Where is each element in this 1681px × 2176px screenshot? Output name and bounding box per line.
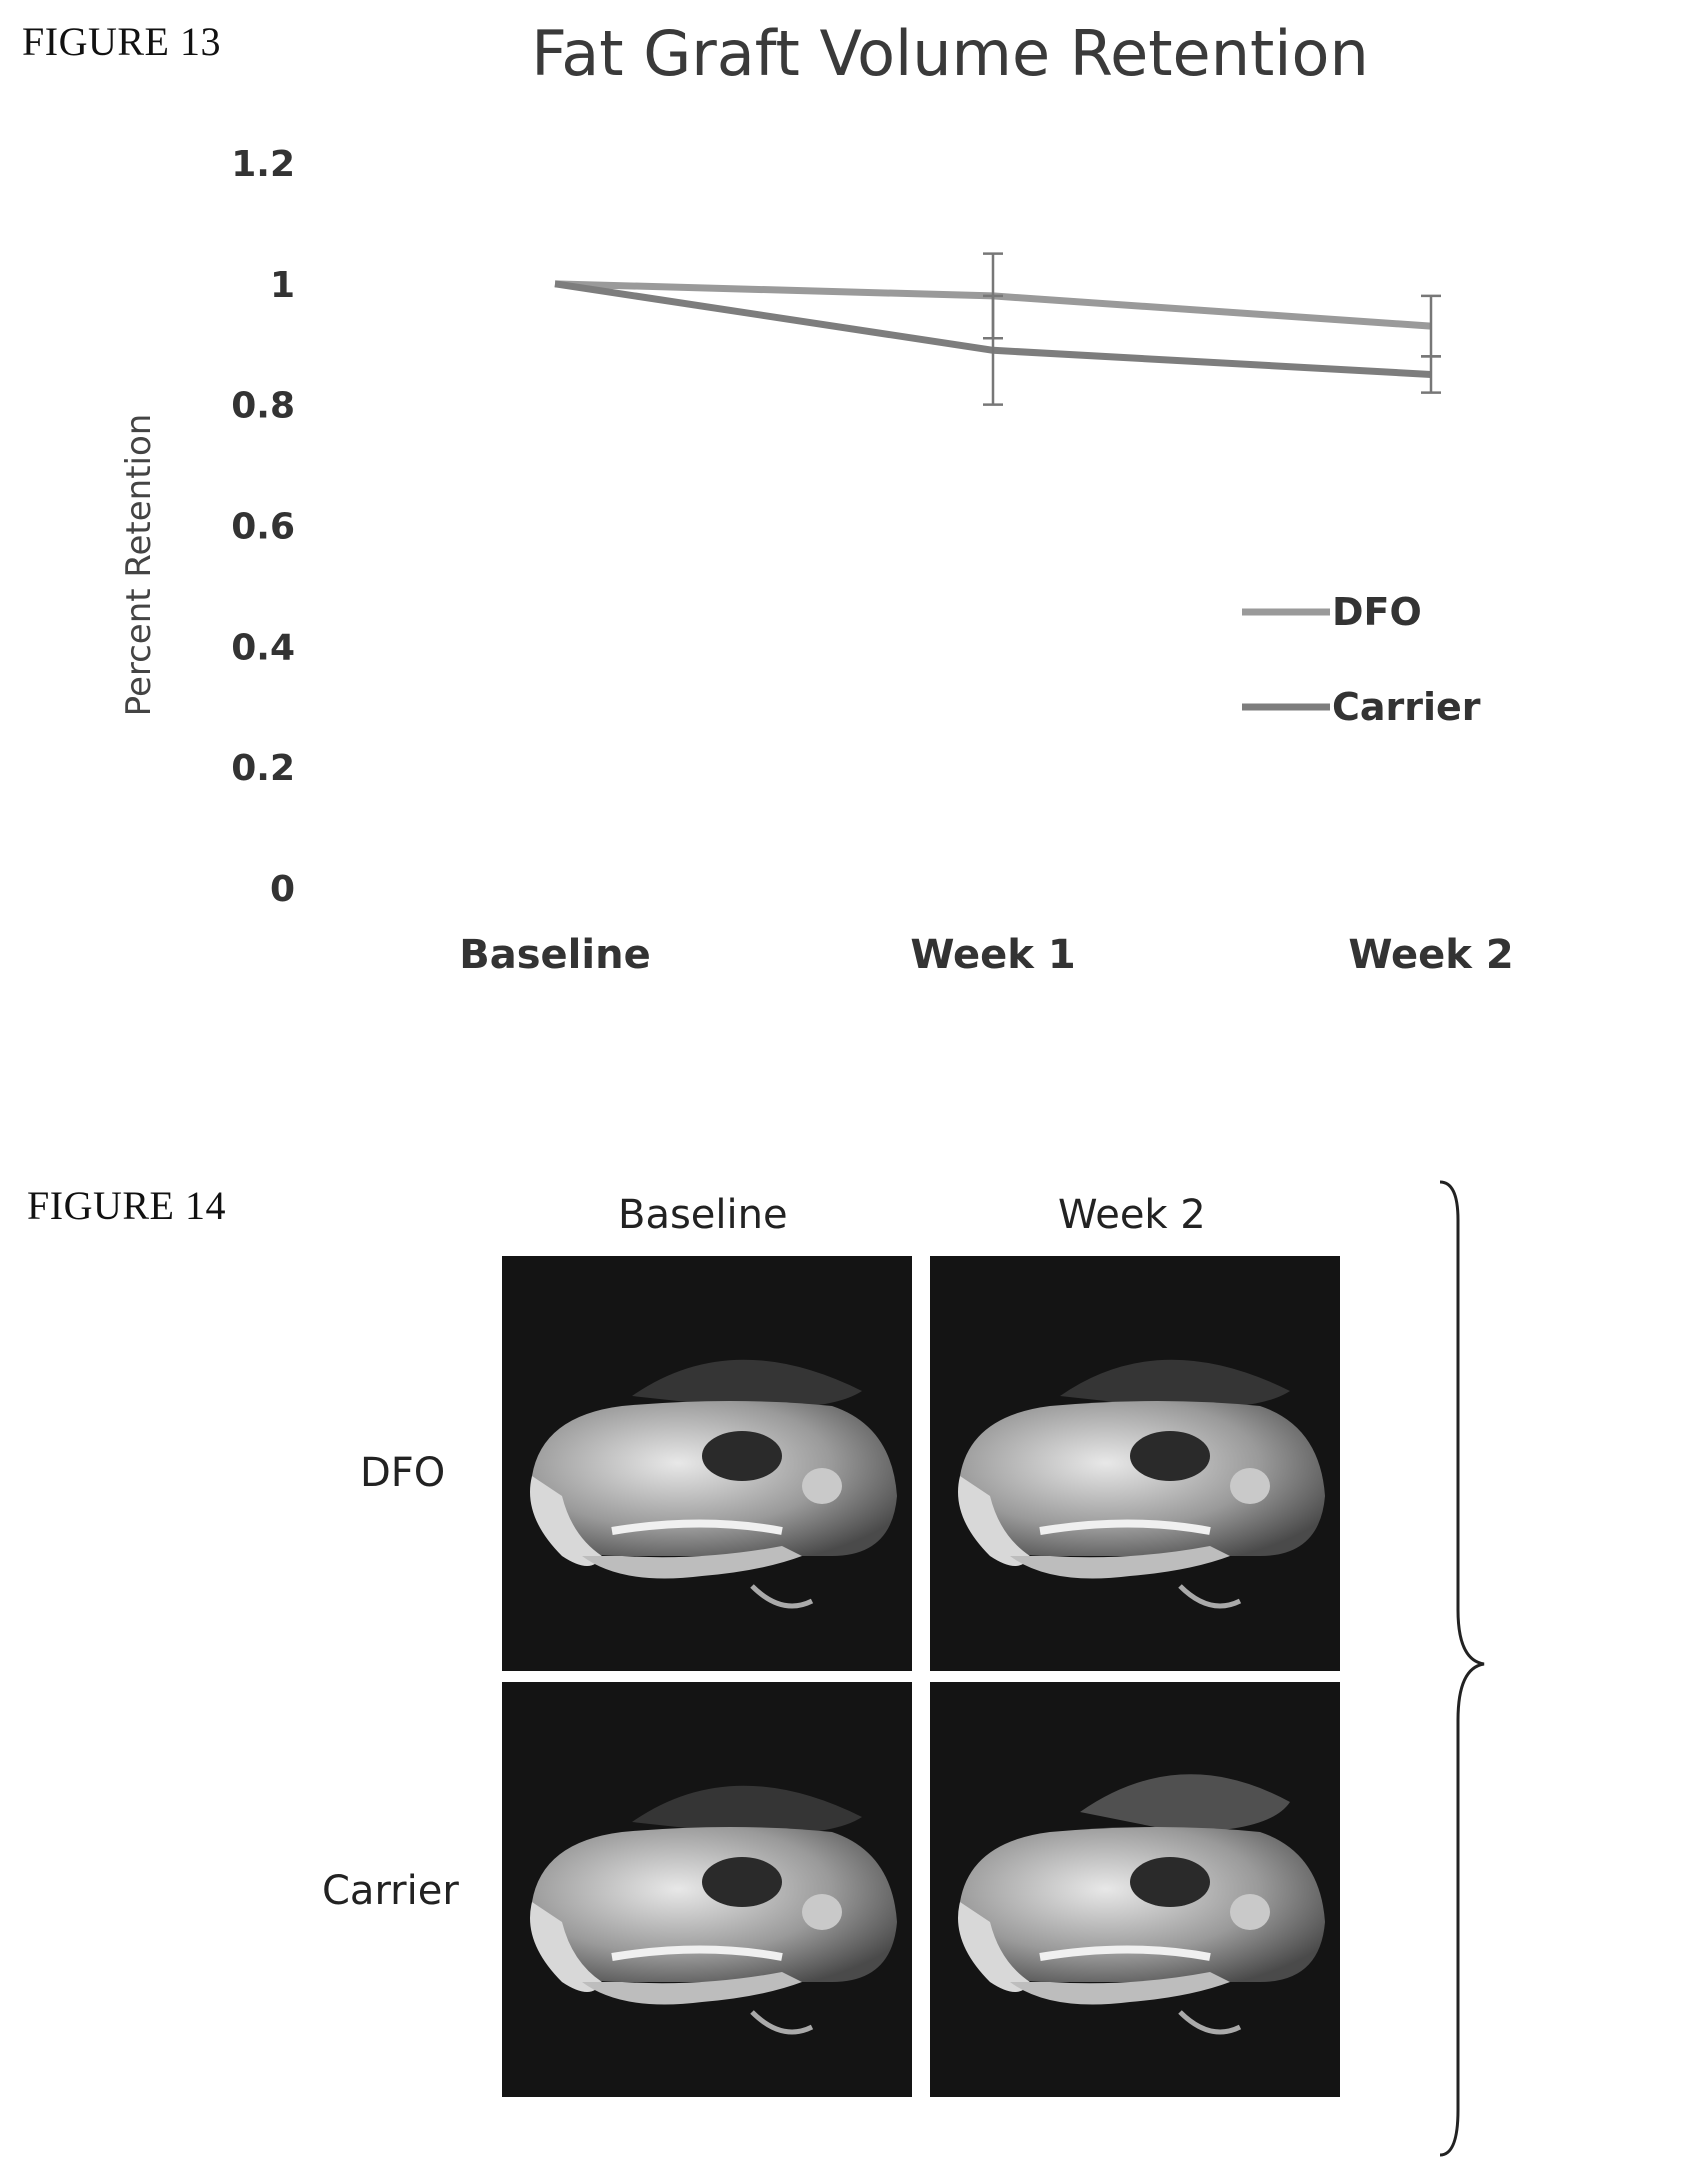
column-label-week-2: Week 2 bbox=[1058, 1192, 1206, 1238]
ct-scan-carrier-baseline bbox=[502, 1682, 912, 2097]
row-label-carrier: Carrier bbox=[322, 1868, 459, 1914]
x-tick-label: Week 2 bbox=[1348, 932, 1513, 978]
column-label-baseline: Baseline bbox=[618, 1192, 788, 1238]
y-tick-label: 0 bbox=[270, 869, 295, 910]
ct-scan-dfo-baseline bbox=[502, 1256, 912, 1671]
grouping-brace bbox=[1440, 1180, 1485, 2157]
x-tick-labels: Baseline Week 1 Week 2 bbox=[459, 932, 1513, 978]
y-tick-label: 0.4 bbox=[231, 627, 295, 668]
figure-13-label: FIGURE 13 bbox=[22, 19, 221, 64]
x-tick-label: Week 1 bbox=[910, 932, 1075, 978]
legend-label-carrier: Carrier bbox=[1332, 685, 1481, 729]
series-layer bbox=[554, 252, 1441, 406]
error-bar-carrier bbox=[1421, 355, 1441, 394]
legend: DFO Carrier bbox=[1242, 590, 1481, 729]
y-tick-labels: 0 0.2 0.4 0.6 0.8 1 1.2 bbox=[231, 144, 295, 910]
figure-14-label: FIGURE 14 bbox=[27, 1183, 226, 1228]
chart-title: Fat Graft Volume Retention bbox=[531, 17, 1369, 90]
x-tick-label: Baseline bbox=[459, 932, 650, 978]
y-tick-label: 0.2 bbox=[231, 748, 295, 789]
row-label-dfo: DFO bbox=[360, 1450, 446, 1496]
fat-graft-retention-chart: Fat Graft Volume Retention Percent Reten… bbox=[119, 17, 1514, 978]
error-bar-carrier bbox=[983, 294, 1003, 406]
legend-label-dfo: DFO bbox=[1332, 590, 1422, 634]
y-tick-label: 1.2 bbox=[231, 144, 295, 185]
ct-scan-dfo-week-2 bbox=[930, 1256, 1340, 1671]
ct-scan-carrier-week-2 bbox=[930, 1682, 1340, 2097]
y-axis-label: Percent Retention bbox=[119, 414, 159, 717]
y-tick-label: 1 bbox=[270, 265, 295, 306]
y-tick-label: 0.6 bbox=[231, 507, 295, 548]
y-tick-label: 0.8 bbox=[231, 386, 295, 427]
